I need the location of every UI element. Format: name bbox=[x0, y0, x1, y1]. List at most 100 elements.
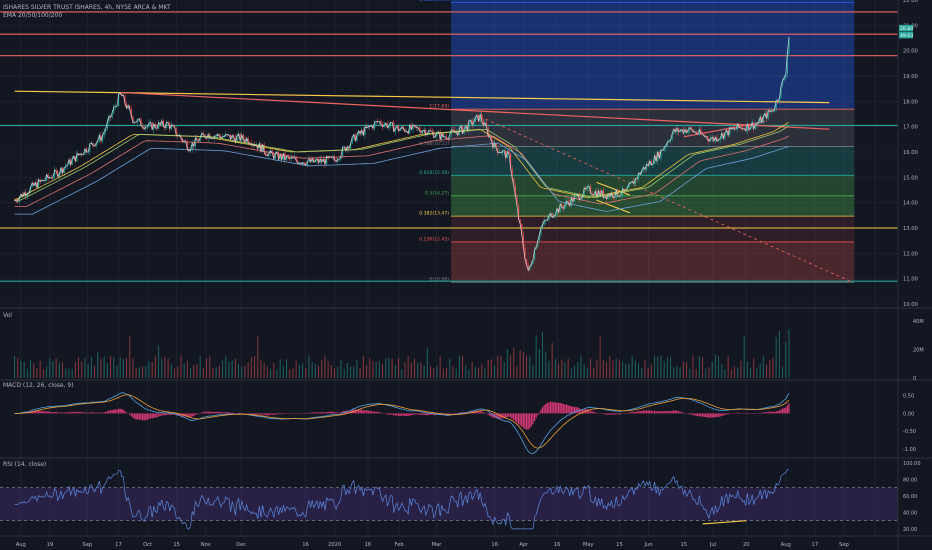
candle-body bbox=[532, 259, 534, 265]
candle-body bbox=[788, 37, 790, 53]
macd-histogram-bar bbox=[570, 406, 572, 414]
volume-legend[interactable]: Vol bbox=[3, 312, 12, 319]
candle-body bbox=[610, 193, 612, 197]
macd-histogram-bar bbox=[553, 402, 555, 414]
macd-histogram-bar bbox=[153, 413, 155, 418]
macd-histogram-bar bbox=[372, 411, 374, 414]
macd-histogram-bar bbox=[420, 413, 422, 415]
macd-histogram-bar bbox=[409, 413, 411, 416]
candle-body bbox=[501, 150, 504, 154]
macd-histogram-bar bbox=[189, 413, 192, 418]
volume-bar bbox=[638, 363, 640, 378]
rsi-legend[interactable]: RSI (14, close) bbox=[3, 461, 47, 468]
macd-histogram-bar bbox=[413, 413, 416, 415]
macd-histogram-bar bbox=[556, 402, 558, 414]
macd-legend[interactable]: MACD (12, 26, close, 9) bbox=[3, 382, 74, 389]
candle-body bbox=[357, 131, 360, 136]
candle-body bbox=[764, 113, 766, 117]
candle-body bbox=[37, 179, 40, 188]
candle-body bbox=[767, 110, 769, 119]
current-price-badge bbox=[899, 24, 913, 32]
candle-body bbox=[233, 135, 235, 138]
macd-histogram-bar bbox=[447, 413, 449, 415]
volume-bar bbox=[580, 355, 582, 378]
rsi-band bbox=[0, 487, 898, 521]
macd-histogram-bar bbox=[497, 413, 499, 419]
macd-histogram-bar bbox=[117, 408, 120, 414]
macd-histogram-bar bbox=[130, 413, 132, 417]
volume-bar bbox=[314, 363, 316, 378]
candle-body bbox=[221, 136, 224, 139]
volume-bar bbox=[666, 357, 668, 378]
macd-histogram-bar bbox=[260, 413, 262, 415]
trendline bbox=[14, 90, 830, 104]
candle-body bbox=[199, 137, 201, 142]
candle-body bbox=[497, 148, 499, 153]
volume-bar bbox=[228, 361, 230, 378]
macd-histogram-bar bbox=[655, 411, 657, 414]
candle-body bbox=[53, 170, 56, 178]
macd-histogram-bar bbox=[653, 410, 656, 414]
macd-histogram-bar bbox=[538, 412, 540, 414]
macd-histogram-bar bbox=[218, 411, 220, 414]
macd-histogram-bar bbox=[429, 413, 432, 415]
macd-histogram-bar bbox=[37, 410, 40, 414]
candle-body bbox=[167, 122, 169, 124]
macd-histogram-bar bbox=[66, 412, 68, 414]
macd-histogram-bar bbox=[407, 413, 409, 417]
candle-body bbox=[428, 130, 430, 134]
trendline bbox=[480, 116, 851, 282]
macd-histogram-bar bbox=[309, 412, 312, 414]
macd-histogram-bar bbox=[164, 413, 166, 416]
macd-histogram-bar bbox=[359, 409, 361, 414]
volume-bar bbox=[526, 355, 528, 378]
price-series bbox=[14, 36, 790, 272]
candle-body bbox=[353, 134, 355, 138]
candle-body bbox=[690, 127, 692, 130]
macd-histogram-bar bbox=[333, 412, 336, 414]
macd-histogram-bar bbox=[698, 413, 700, 417]
candle-body bbox=[106, 121, 108, 129]
macd-histogram-bar bbox=[313, 412, 315, 414]
price-tick-label: 10.00 bbox=[903, 302, 918, 308]
macd-histogram-bar bbox=[761, 412, 763, 414]
candle-body bbox=[769, 110, 771, 112]
candle-body bbox=[759, 117, 761, 123]
macd-histogram-bar bbox=[479, 410, 481, 414]
candle-body bbox=[333, 156, 336, 160]
volume-bar bbox=[404, 361, 406, 378]
volume-bar bbox=[625, 363, 627, 378]
macd-histogram-bar bbox=[786, 405, 788, 414]
volume-bar bbox=[382, 363, 384, 378]
macd-histogram-bar bbox=[375, 411, 377, 414]
volume-bar bbox=[686, 362, 688, 378]
candle-body bbox=[306, 161, 308, 165]
horizontal-levels[interactable] bbox=[0, 11, 898, 282]
candle-body bbox=[633, 181, 635, 184]
candle-body bbox=[354, 134, 356, 141]
candle-body bbox=[637, 173, 640, 180]
candle-body bbox=[319, 158, 321, 163]
volume-bar bbox=[567, 358, 569, 378]
macd-histogram-bar bbox=[780, 409, 782, 414]
volume-bar bbox=[289, 368, 291, 378]
candle-body bbox=[436, 132, 438, 137]
volume-bar bbox=[106, 362, 108, 378]
candle-body bbox=[181, 138, 184, 142]
price-axis[interactable]: 10.00 11.00 12.00 13.00 14.00 15.00 16.00 17.00… bbox=[903, 0, 924, 533]
candle-body bbox=[130, 109, 132, 117]
volume-bar bbox=[602, 360, 604, 378]
ema-legend[interactable]: EMA 20/50/100/200 bbox=[3, 12, 63, 19]
macd-histogram-bar bbox=[154, 413, 156, 418]
candle-body bbox=[404, 128, 406, 132]
time-axis[interactable]: Aug 19 Sep 17 Oct 15 Nov Dec 16 2020 16 Feb Mar 16 Apr… bbox=[16, 542, 850, 548]
candle-body bbox=[380, 121, 382, 125]
candle-body bbox=[26, 194, 28, 196]
candle-body bbox=[644, 167, 646, 170]
volume-bar bbox=[772, 358, 774, 378]
macd-histogram-bar bbox=[725, 413, 728, 415]
macd-histogram-bar bbox=[271, 413, 273, 415]
candle-body bbox=[708, 138, 710, 142]
